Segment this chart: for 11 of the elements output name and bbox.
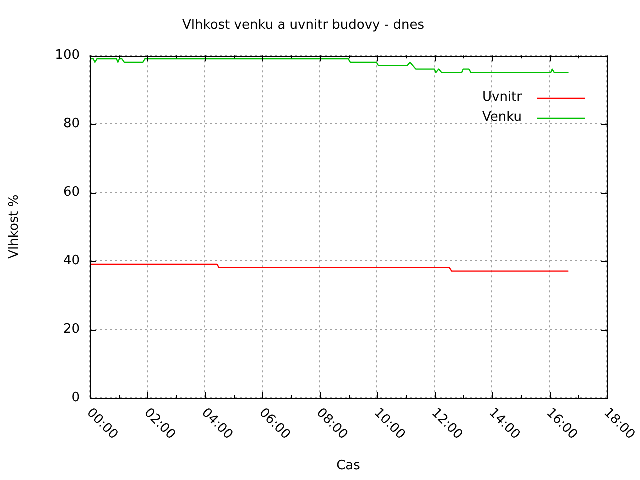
y-tick-label: 20 bbox=[63, 322, 80, 337]
x-axis-title: Cas bbox=[336, 458, 361, 474]
y-tick-label: 60 bbox=[63, 184, 80, 200]
legend-label: Uvnitr bbox=[482, 90, 523, 105]
y-tick-label: 100 bbox=[55, 48, 80, 63]
y-axis-title: Vlhkost % bbox=[7, 194, 22, 259]
legend-label: Venku bbox=[482, 110, 522, 125]
y-tick-label: 40 bbox=[63, 253, 80, 268]
chart-title: Vlhkost venku a uvnitr budovy - dnes bbox=[182, 18, 425, 34]
y-tick-label: 80 bbox=[63, 116, 80, 132]
y-tick-label: 0 bbox=[72, 390, 80, 406]
